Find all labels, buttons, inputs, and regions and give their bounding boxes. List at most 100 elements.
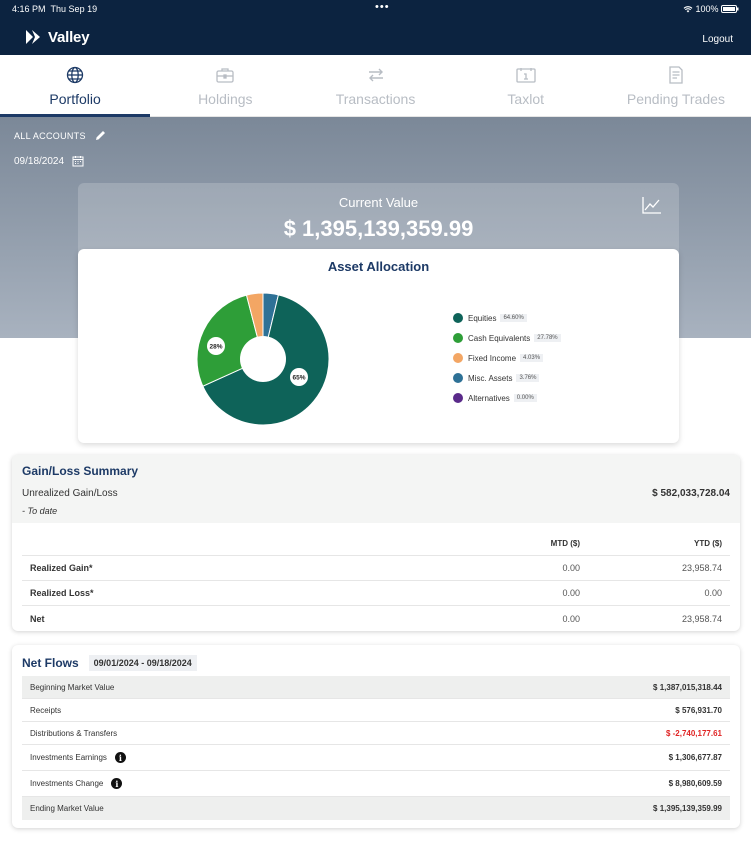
row-label: Beginning Market Value: [30, 682, 115, 692]
row-ytd: 23,958.74: [681, 563, 722, 573]
tab-taxlot[interactable]: Taxlot: [451, 55, 601, 116]
current-value-label: Current Value: [338, 195, 419, 210]
row-value: $ 1,395,139,359.99: [653, 804, 722, 813]
logout-button[interactable]: Logout: [702, 34, 733, 45]
pencil-icon[interactable]: [94, 129, 107, 142]
gain-loss-title: Gain/Loss Summary: [22, 464, 139, 478]
legend-label: Misc. Assets: [468, 373, 513, 383]
allocation-title: Asset Allocation: [327, 259, 430, 274]
table-row: Beginning Market Value $ 1,387,015,318.4…: [22, 676, 730, 699]
slice-label-bg-cash: [207, 337, 225, 355]
legend-swatch: [453, 333, 463, 343]
net-flows-header: Net Flows 09/01/2024 - 09/18/2024: [22, 655, 197, 671]
row-label: Ending Market Value: [30, 804, 104, 813]
table-row: Realized Gain* 0.00 23,958.74: [22, 556, 730, 581]
info-icon[interactable]: i: [114, 752, 126, 763]
app-header: 4:16 PM Thu Sep 19 ••• 100% Valley Logou…: [0, 0, 751, 55]
legend-percent: 4.03%: [520, 354, 544, 362]
column-header-ytd: YTD ($): [694, 538, 722, 548]
tab-label: Portfolio: [49, 91, 101, 107]
row-label: Net: [30, 613, 45, 624]
battery-icon: [721, 5, 739, 13]
table-row: Investments Earnings i $ 1,306,677.87: [22, 745, 730, 771]
wifi-icon: [683, 6, 693, 13]
legend-item-cash-equivalents: Cash Equivalents 27.78%: [453, 328, 561, 348]
tab-holdings[interactable]: Holdings: [150, 55, 300, 116]
asset-allocation-card: Asset Allocation 65% 28% Equities 64.60% …: [78, 249, 679, 443]
legend-swatch: [453, 313, 463, 323]
status-battery: 100%: [683, 4, 739, 14]
row-value-negative: $ -2,740,177.61: [665, 728, 722, 738]
tab-label: Transactions: [335, 91, 416, 107]
account-selector[interactable]: ALL ACCOUNTS: [14, 129, 107, 142]
legend-swatch: [453, 353, 463, 363]
net-flows-title: Net Flows: [22, 656, 79, 670]
current-value-amount: $ 1,395,139,359.99: [283, 216, 474, 241]
calendar-picker-icon[interactable]: [72, 155, 84, 167]
slice-label-bg-equities: [290, 368, 308, 386]
row-value: $ 576,931.70: [675, 705, 722, 715]
legend-item-fixed-income: Fixed Income 4.03%: [453, 348, 561, 368]
legend-item-misc-assets: Misc. Assets 3.76%: [453, 368, 561, 388]
line-chart-icon[interactable]: [641, 195, 663, 215]
legend-label: Equities: [468, 313, 497, 323]
row-label: Distributions & Transfers: [30, 728, 118, 738]
row-mtd: 0.00: [562, 588, 580, 598]
row-value: $ 8,980,609.59: [668, 779, 722, 788]
transfer-arrows-icon: [366, 65, 386, 85]
legend-percent: 0.00%: [513, 394, 537, 402]
gain-loss-table: MTD ($) YTD ($) Realized Gain* 0.00 23,9…: [22, 531, 730, 631]
tab-label: Holdings: [198, 91, 253, 107]
net-flows-table: Beginning Market Value $ 1,387,015,318.4…: [22, 676, 730, 820]
net-flows-date-range: 09/01/2024 - 09/18/2024: [88, 655, 197, 671]
legend-percent: 27.78%: [534, 334, 561, 342]
row-mtd: 0.00: [562, 563, 580, 573]
table-row: Realized Loss* 0.00 0.00: [22, 581, 730, 606]
briefcase-icon: [215, 65, 235, 85]
donut-hole: [240, 336, 286, 382]
unrealized-value: $ 582,033,728.04: [652, 488, 730, 499]
status-dots: •••: [375, 1, 390, 13]
legend-item-equities: Equities 64.60%: [453, 308, 561, 328]
unrealized-label: Unrealized Gain/Loss: [22, 488, 118, 499]
brand-logo: Valley: [24, 27, 90, 47]
slice-label-equities: 65%: [292, 375, 305, 382]
row-label: Investments Change i: [30, 778, 669, 789]
legend-label: Fixed Income: [468, 353, 517, 363]
legend-swatch: [453, 373, 463, 383]
calendar-icon: [516, 65, 536, 85]
account-label: ALL ACCOUNTS: [14, 130, 86, 141]
row-label: Realized Gain*: [30, 563, 93, 573]
status-bar: 4:16 PM Thu Sep 19 ••• 100%: [12, 1, 739, 16]
tab-transactions[interactable]: Transactions: [300, 55, 450, 116]
table-header-row: MTD ($) YTD ($): [22, 531, 730, 556]
row-label: Realized Loss*: [30, 588, 94, 598]
legend-label: Alternatives: [468, 393, 510, 403]
net-flows-card: Net Flows 09/01/2024 - 09/18/2024 Beginn…: [12, 645, 740, 828]
valley-logo-icon: [26, 30, 40, 44]
row-value: $ 1,306,677.87: [668, 753, 722, 762]
tab-portfolio[interactable]: Portfolio: [0, 55, 151, 117]
row-value: $ 1,387,015,318.44: [653, 682, 722, 692]
table-row: Distributions & Transfers $ -2,740,177.6…: [22, 722, 730, 745]
column-header-mtd: MTD ($): [550, 538, 580, 548]
status-time: 4:16 PM Thu Sep 19: [12, 4, 98, 14]
row-label: Receipts: [30, 705, 62, 715]
row-ytd: 23,958.74: [681, 613, 722, 624]
main-tab-bar: Portfolio Holdings Transactions Taxlot P…: [0, 55, 751, 117]
current-value-card: Current Value $ 1,395,139,359.99: [78, 183, 679, 253]
table-row: Investments Change i $ 8,980,609.59: [22, 771, 730, 797]
date-value: 09/18/2024: [14, 155, 65, 167]
legend-percent: 3.76%: [516, 374, 540, 382]
as-of-date[interactable]: 09/18/2024: [14, 155, 84, 167]
table-row: Ending Market Value $ 1,395,139,359.99: [22, 797, 730, 820]
allocation-legend: Equities 64.60% Cash Equivalents 27.78% Fi…: [453, 308, 561, 408]
legend-item-alternatives: Alternatives 0.00%: [453, 388, 561, 408]
document-icon: [666, 65, 686, 85]
legend-percent: 64.60%: [500, 314, 527, 322]
globe-icon: [65, 65, 85, 85]
to-date-label: - To date: [22, 506, 58, 516]
gain-loss-header: Gain/Loss Summary Unrealized Gain/Loss $…: [12, 455, 740, 523]
tab-pending-trades[interactable]: Pending Trades: [601, 55, 751, 116]
info-icon[interactable]: i: [111, 778, 123, 789]
